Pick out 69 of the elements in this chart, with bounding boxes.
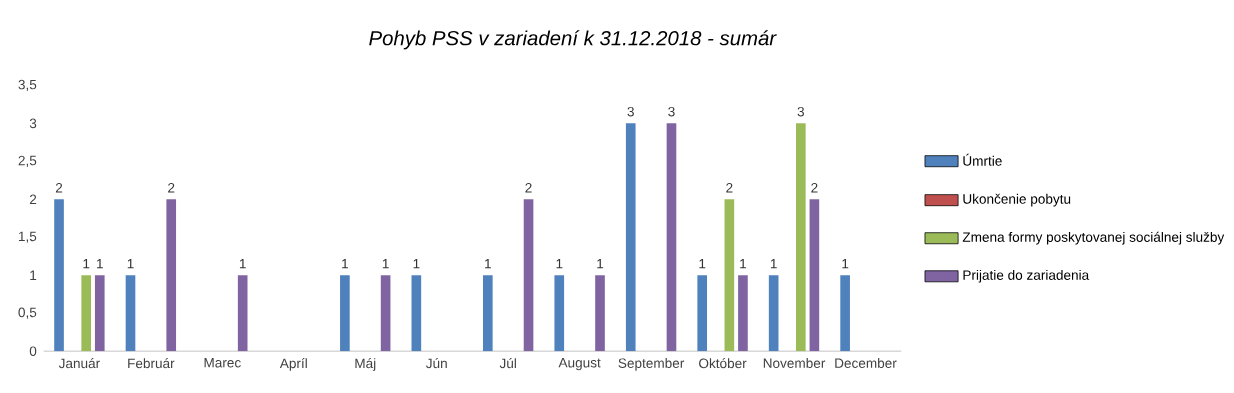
bar bbox=[94, 275, 105, 352]
data-label: 3 bbox=[668, 106, 675, 117]
y-tick-label: 2,5 bbox=[18, 155, 37, 167]
data-label: 2 bbox=[726, 183, 733, 193]
bar bbox=[411, 275, 422, 352]
data-label: 2 bbox=[55, 183, 63, 193]
x-tick-label: Apríl bbox=[279, 358, 307, 371]
data-label: 1 bbox=[382, 259, 389, 269]
data-label: 1 bbox=[842, 259, 849, 269]
legend-label: Úmrtie bbox=[963, 153, 1002, 166]
data-label: 1 bbox=[597, 259, 604, 269]
legend-label: Ukončenie pobytu bbox=[963, 193, 1071, 207]
x-tick-label: Marec bbox=[204, 358, 241, 368]
bar bbox=[809, 199, 820, 352]
data-label: 2 bbox=[811, 183, 818, 193]
x-tick-label: Máj bbox=[355, 358, 376, 371]
y-tick-label: 0,5 bbox=[18, 307, 37, 319]
data-label: 1 bbox=[485, 259, 491, 269]
x-tick-label: Február bbox=[128, 358, 175, 369]
bar bbox=[666, 123, 677, 352]
data-label: 1 bbox=[342, 259, 348, 269]
bar bbox=[768, 275, 779, 352]
y-tick-label: 1,5 bbox=[18, 231, 37, 243]
bar bbox=[482, 275, 493, 352]
data-label: 3 bbox=[627, 106, 634, 117]
y-tick-label: 2 bbox=[29, 194, 37, 205]
x-tick-label: Október bbox=[699, 358, 747, 369]
x-tick-label: August bbox=[558, 358, 601, 371]
data-label: 1 bbox=[127, 259, 134, 269]
data-label: 3 bbox=[797, 106, 804, 117]
x-tick-label: Júl bbox=[499, 358, 516, 369]
data-label: 1 bbox=[699, 259, 706, 269]
data-label: 1 bbox=[770, 259, 777, 269]
data-label: 1 bbox=[740, 259, 747, 269]
data-label: 1 bbox=[83, 259, 90, 269]
y-tick-label: 3,5 bbox=[18, 79, 37, 92]
bar bbox=[237, 275, 248, 352]
bar bbox=[554, 275, 565, 352]
data-label: 1 bbox=[97, 259, 103, 269]
bar bbox=[738, 275, 748, 352]
x-tick-label: Jún bbox=[425, 358, 447, 369]
bar bbox=[625, 123, 636, 352]
bar bbox=[523, 199, 534, 352]
bar bbox=[697, 275, 708, 352]
bar bbox=[125, 275, 136, 352]
x-tick-label: September bbox=[618, 358, 685, 371]
data-label: 2 bbox=[525, 183, 532, 193]
y-tick-label: 0 bbox=[29, 346, 37, 357]
bar bbox=[54, 199, 64, 352]
chart-title: Pohyb PSS v zariadení k 31.12.2018 - sumár bbox=[369, 30, 777, 50]
y-tick-label: 3 bbox=[29, 118, 37, 129]
bar bbox=[724, 199, 735, 352]
data-label: 1 bbox=[556, 259, 563, 269]
bar bbox=[595, 275, 605, 352]
data-label: 2 bbox=[168, 183, 175, 193]
bar bbox=[380, 275, 391, 352]
data-label: 1 bbox=[239, 259, 246, 269]
legend-label: Zmena formy poskytovanej sociálnej služby bbox=[962, 231, 1225, 245]
data-label: 1 bbox=[413, 259, 420, 269]
x-tick-label: December bbox=[835, 358, 897, 369]
y-tick-label: 1 bbox=[30, 270, 37, 280]
bar bbox=[840, 275, 850, 352]
x-tick-label: November bbox=[763, 358, 826, 369]
bar bbox=[166, 199, 177, 352]
x-tick-label: Január bbox=[58, 358, 100, 369]
legend-label: Prijatie do zariadenia bbox=[963, 270, 1090, 283]
bar bbox=[796, 123, 806, 352]
bar bbox=[81, 275, 92, 352]
bar bbox=[340, 275, 350, 352]
